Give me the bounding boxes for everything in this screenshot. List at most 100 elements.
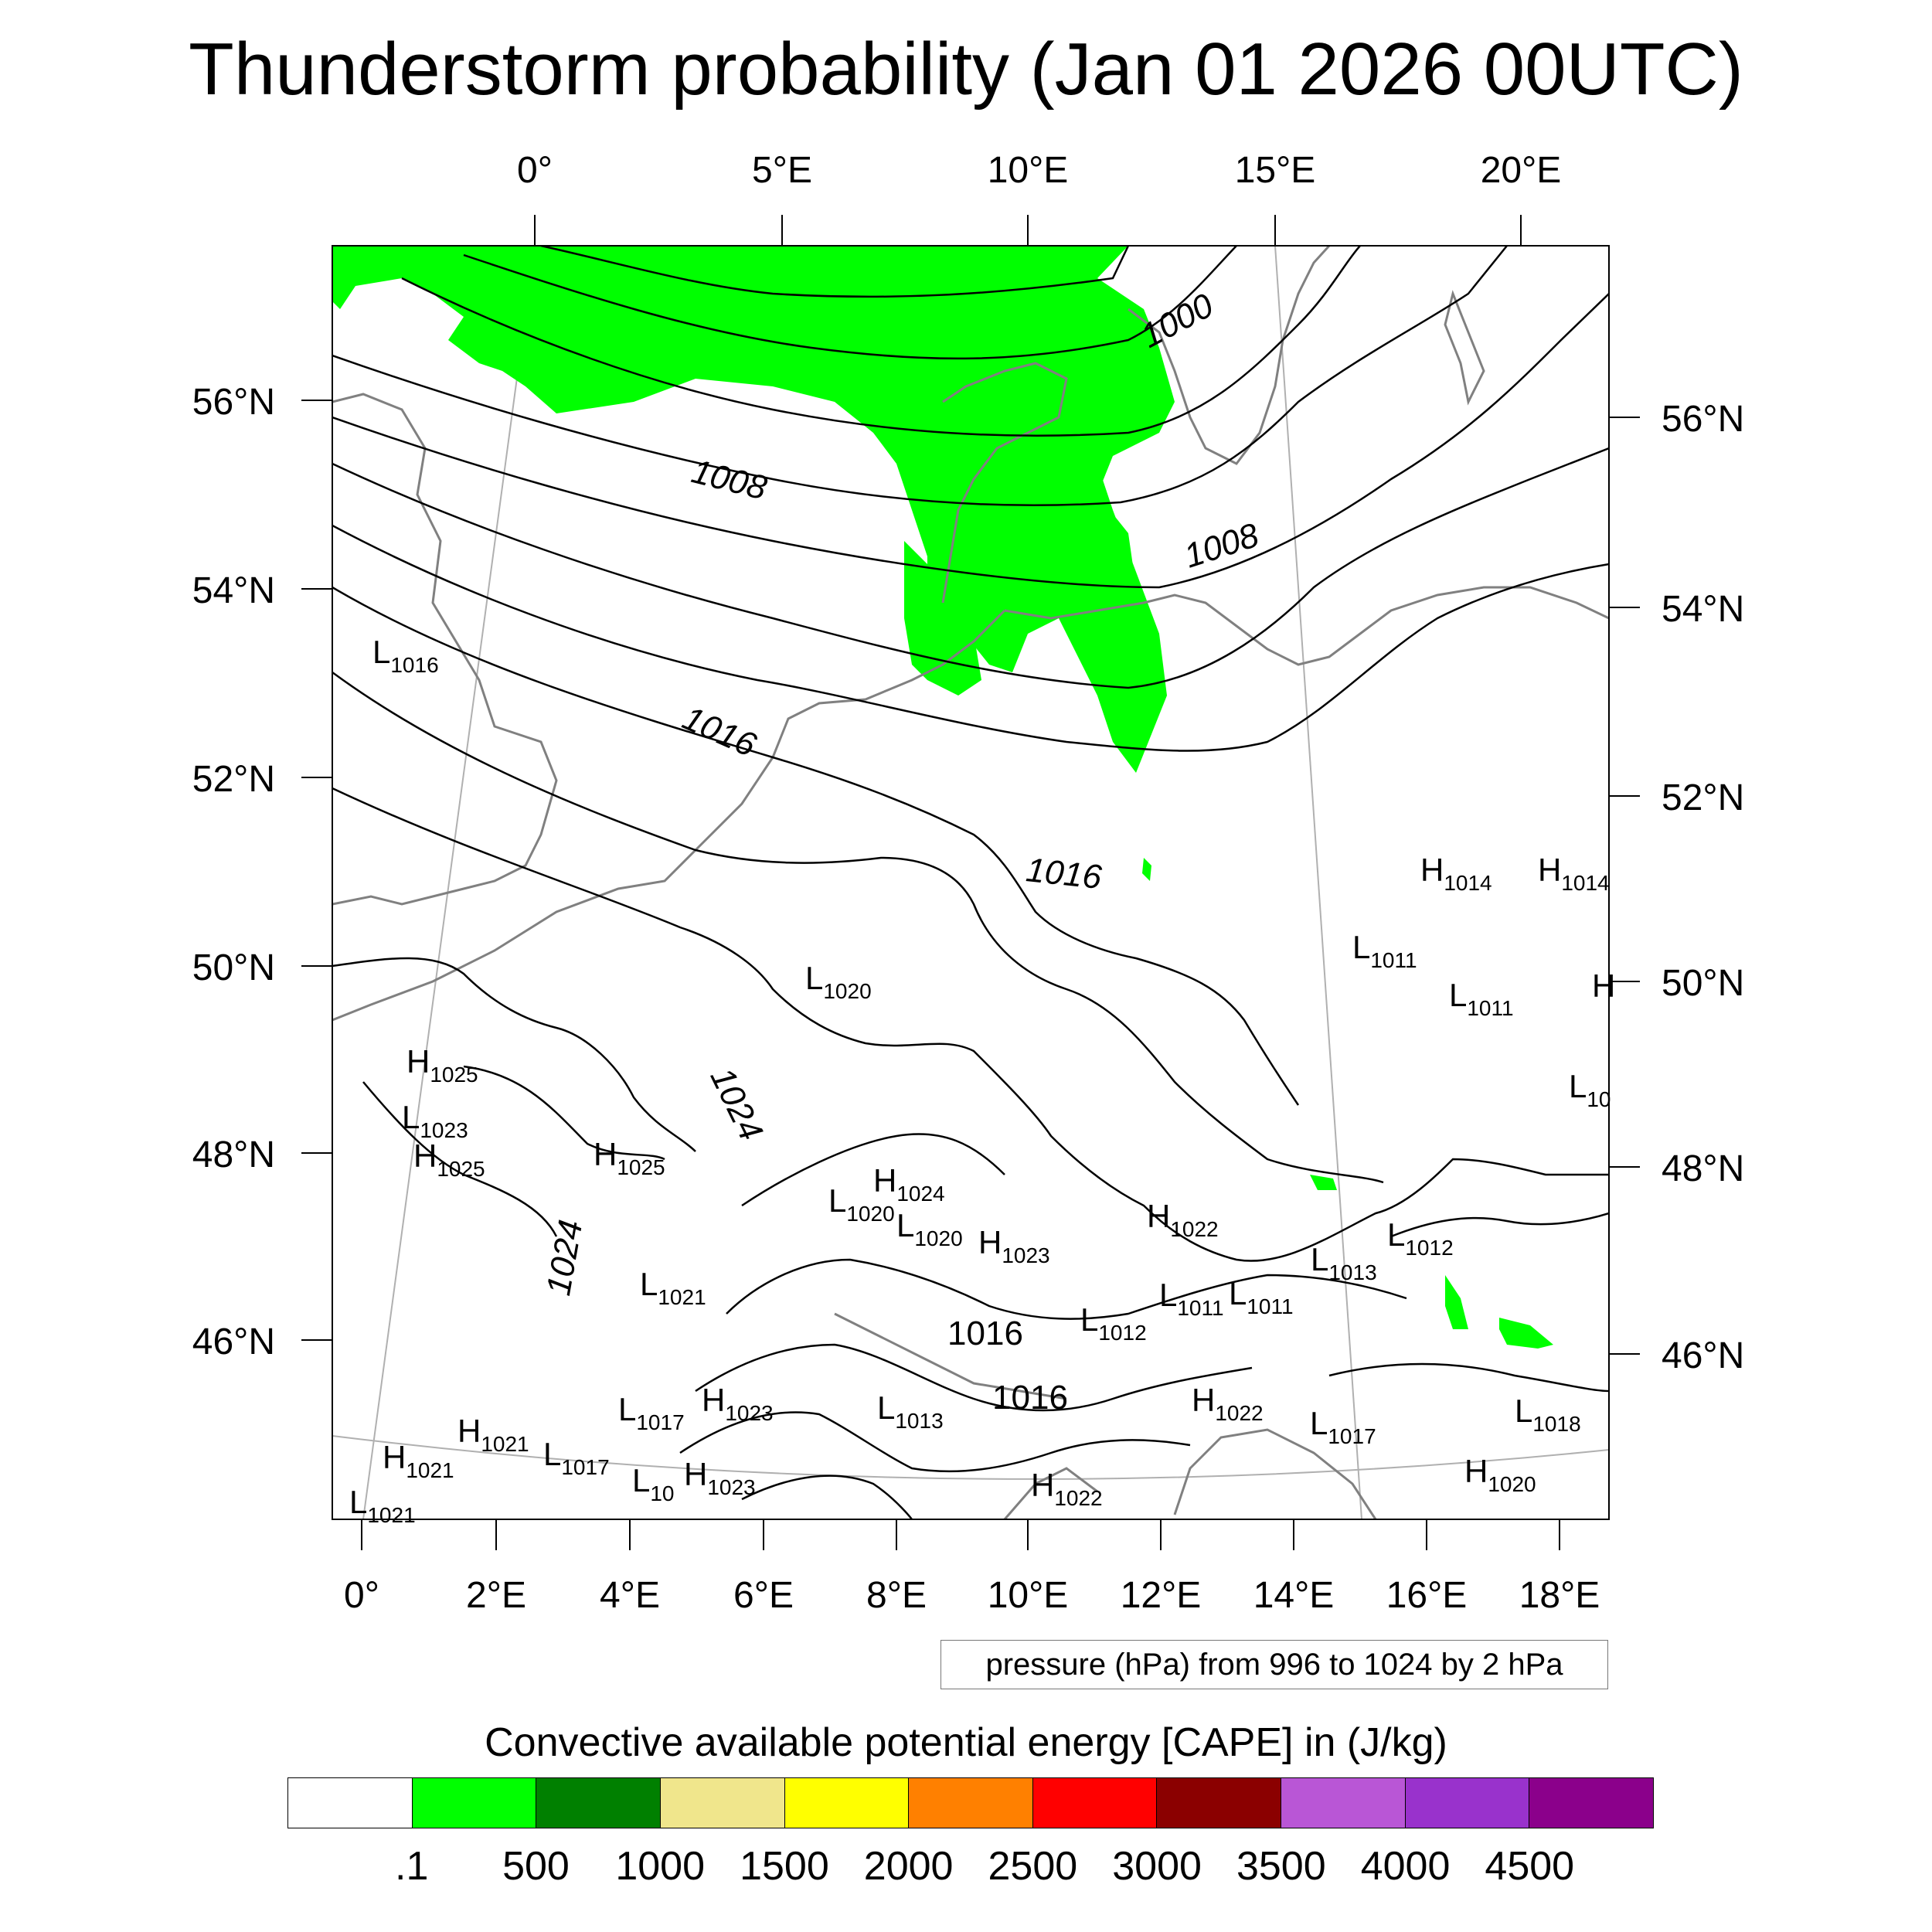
center-value: 10 (1587, 1087, 1611, 1111)
cape-region-small (1142, 858, 1151, 881)
low-center: L10 (1569, 1068, 1611, 1111)
bottom-longitude-labels: 0° 2°E 4°E 6°E 8°E 10°E 12°E 14°E 16°E 1… (344, 1575, 1600, 1616)
center-type: L (877, 1389, 895, 1426)
bottom-lon-label: 10°E (988, 1575, 1069, 1616)
isobar-line (332, 246, 1508, 506)
legend-swatch (1529, 1778, 1654, 1828)
map-title: Thunderstorm probability (Jan 01 2026 00… (189, 28, 1743, 111)
graticule (332, 246, 1609, 1519)
low-center: L1023 (402, 1099, 468, 1142)
center-value: 1017 (561, 1455, 609, 1479)
legend-tick-label: 500 (502, 1844, 570, 1889)
pressure-centers: L1016 H1014 H1014 L1011 L1011 L1020 H102… (349, 634, 1615, 1527)
center-type: L (402, 1099, 420, 1135)
left-lat-label: 48°N (192, 1134, 275, 1175)
top-lon-label: 0° (517, 150, 553, 191)
low-center: L1017 (618, 1391, 685, 1434)
isobars (332, 246, 1609, 1519)
center-type: L (805, 960, 823, 996)
coastlines (332, 246, 1609, 1519)
right-lat-label: 52°N (1662, 777, 1744, 818)
legend-tick-label: 3000 (1112, 1844, 1202, 1889)
center-type: L (1569, 1068, 1587, 1104)
legend-tick-label: .1 (395, 1844, 429, 1889)
bottom-lon-label: 2°E (466, 1575, 526, 1616)
center-type: L (640, 1266, 658, 1302)
low-center: L1020 (828, 1182, 895, 1226)
center-value: 1020 (823, 979, 871, 1003)
top-lon-label: 20°E (1481, 150, 1562, 191)
center-type: H (1192, 1382, 1215, 1418)
high-center: H1025 (594, 1136, 665, 1179)
low-center: L1012 (1080, 1301, 1147, 1345)
left-latitude-labels: 56°N 54°N 52°N 50°N 48°N 46°N (192, 382, 275, 1362)
left-lat-label: 54°N (192, 570, 275, 611)
isobar-line (401, 246, 1361, 437)
right-lat-label: 48°N (1662, 1148, 1744, 1189)
legend-swatch (1157, 1778, 1282, 1828)
center-value: 1025 (430, 1063, 478, 1087)
low-center: L1011 (1449, 977, 1514, 1020)
isobar-value-label: 1008 (1179, 516, 1264, 576)
isobar-line (726, 1258, 1407, 1320)
top-lon-label: 15°E (1235, 150, 1316, 191)
isobar-line (332, 671, 1384, 1184)
center-value: 1025 (617, 1155, 665, 1179)
low-center: L1011 (1229, 1275, 1294, 1318)
legend-tick-label: 2000 (863, 1844, 954, 1889)
low-center: L1011 (1352, 929, 1417, 972)
center-type: H (873, 1162, 896, 1199)
legend-tick-label: 1500 (740, 1844, 829, 1889)
high-center: H1025 (413, 1138, 485, 1181)
low-center: L1017 (543, 1436, 610, 1479)
legend-swatch (1281, 1778, 1406, 1828)
center-value: 1023 (420, 1118, 468, 1142)
bottom-lon-label: 0° (344, 1575, 379, 1616)
center-value: 1020 (846, 1202, 894, 1226)
isobar-value-label: 1016 (1024, 851, 1104, 896)
center-type: H (702, 1382, 725, 1418)
center-value: 1021 (406, 1458, 454, 1482)
isobar-line (332, 293, 1609, 589)
top-lon-label: 10°E (988, 150, 1069, 191)
high-center: H1023 (978, 1224, 1050, 1267)
high-center: H1024 (873, 1162, 945, 1206)
coast-italy-west (1003, 1467, 1098, 1519)
center-value: 10 (650, 1481, 674, 1505)
center-type: L (828, 1182, 846, 1219)
legend-swatch (660, 1778, 785, 1828)
top-lon-label: 5°E (752, 150, 812, 191)
center-value: 1014 (1444, 871, 1492, 895)
center-value: 1021 (481, 1432, 529, 1456)
low-center: L10 (632, 1462, 675, 1505)
legend-title: Convective available potential energy [C… (485, 1720, 1447, 1765)
cape-region-east-1 (1445, 1275, 1468, 1329)
bottom-lon-label: 8°E (866, 1575, 927, 1616)
center-value: 1025 (437, 1157, 485, 1181)
coast-sweden (1128, 246, 1331, 465)
legend-swatch (784, 1778, 910, 1828)
center-type: L (1449, 977, 1467, 1013)
center-type: L (1387, 1216, 1405, 1253)
isobar-line (332, 524, 1609, 752)
right-lat-label: 46°N (1662, 1335, 1744, 1376)
center-value: 1020 (914, 1226, 962, 1250)
legend-tick-labels: .1 500 1000 1500 2000 2500 3000 3500 400… (287, 1839, 1654, 1893)
center-type: L (349, 1484, 367, 1520)
isobar-line (679, 1411, 1191, 1473)
isobar-line (540, 246, 1130, 298)
isobar-value-label: 1008 (688, 452, 770, 507)
isobar-line (1390, 1212, 1609, 1238)
isobar-line (741, 1133, 1005, 1207)
center-value: 1020 (1488, 1472, 1536, 1496)
center-value: 1014 (1561, 871, 1609, 895)
coast-denmark (941, 362, 1068, 604)
right-lat-label: 50°N (1662, 963, 1744, 1004)
center-value: 1022 (1215, 1401, 1263, 1425)
center-value: 1024 (896, 1182, 944, 1206)
high-center: H1022 (1147, 1198, 1219, 1241)
legend-swatch (536, 1778, 661, 1828)
high-center: H1014 (1538, 852, 1610, 895)
center-value: 1017 (1328, 1424, 1376, 1448)
